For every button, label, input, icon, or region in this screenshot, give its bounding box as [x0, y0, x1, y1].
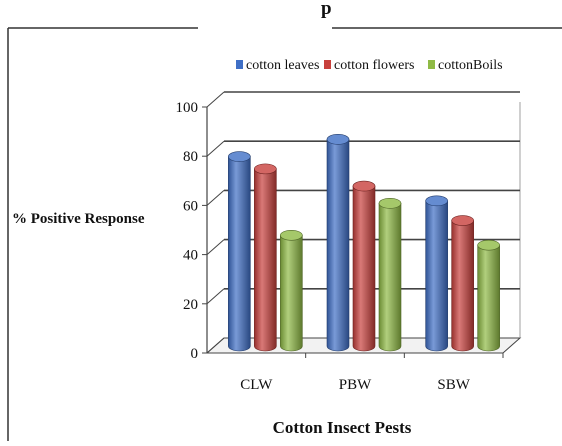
- x-axis-label: Cotton Insect Pests: [273, 418, 412, 437]
- bar-body: [477, 244, 500, 352]
- grid-depth-line: [206, 190, 225, 206]
- y-tick-label: 20: [183, 297, 198, 313]
- y-axis-ticks: 0 20 40 60 80 100: [176, 100, 207, 362]
- legend-item: cotton leaves: [236, 58, 319, 73]
- y-tick-label: 80: [183, 149, 198, 165]
- grid-depth-line: [206, 239, 225, 255]
- bar-top: [254, 163, 277, 175]
- bar-top: [451, 215, 474, 226]
- bar-body: [425, 200, 448, 352]
- bar: [378, 198, 402, 352]
- grid-depth-line: [206, 140, 225, 157]
- bar-body: [451, 220, 474, 352]
- grid-depth-line: [206, 91, 225, 108]
- legend-label: cotton flowers: [334, 58, 414, 73]
- legend-item: cottonBoils: [428, 58, 503, 73]
- chart-title-fragment: p: [321, 0, 332, 19]
- y-tick-label: 40: [183, 248, 198, 264]
- y-tick-label: 0: [191, 346, 199, 362]
- legend-swatch: [236, 60, 243, 69]
- bar-body: [378, 203, 402, 352]
- bars: [228, 134, 500, 352]
- bar: [352, 180, 376, 352]
- bar: [326, 134, 350, 352]
- legend-swatch: [428, 60, 435, 69]
- bar-top: [280, 230, 303, 241]
- x-tick-label: CLW: [240, 377, 273, 393]
- bar-top: [425, 195, 448, 207]
- legend-item: cotton flowers: [324, 58, 414, 73]
- bar-top: [352, 180, 376, 192]
- bar: [254, 163, 277, 352]
- legend-swatch: [324, 60, 331, 69]
- bar-body: [352, 185, 376, 352]
- bar-top: [326, 134, 350, 145]
- bar: [477, 239, 500, 352]
- legend-label: cottonBoils: [438, 58, 503, 73]
- y-axis-label: % Positive Response: [12, 211, 145, 227]
- legend-label: cotton leaves: [246, 58, 319, 73]
- bar-top: [378, 198, 402, 209]
- bar: [451, 215, 474, 352]
- bar-body: [326, 139, 350, 352]
- legend: cotton leaves cotton flowers cottonBoils: [236, 58, 503, 73]
- y-tick-label: 100: [176, 100, 199, 116]
- bar-top: [228, 151, 251, 162]
- x-axis-ticks: CLW PBW SBW: [240, 353, 504, 393]
- bar-body: [280, 235, 303, 352]
- bar: [280, 230, 303, 352]
- bar: [228, 151, 251, 352]
- bar: [425, 195, 448, 352]
- x-tick-label: SBW: [437, 377, 470, 393]
- bar-body: [228, 156, 251, 352]
- x-tick-label: PBW: [339, 377, 372, 393]
- bar-body: [254, 168, 277, 352]
- bar-top: [477, 239, 500, 251]
- grid-depth-line: [206, 288, 225, 305]
- grid-depth-line: [206, 337, 225, 354]
- y-tick-label: 60: [183, 198, 198, 214]
